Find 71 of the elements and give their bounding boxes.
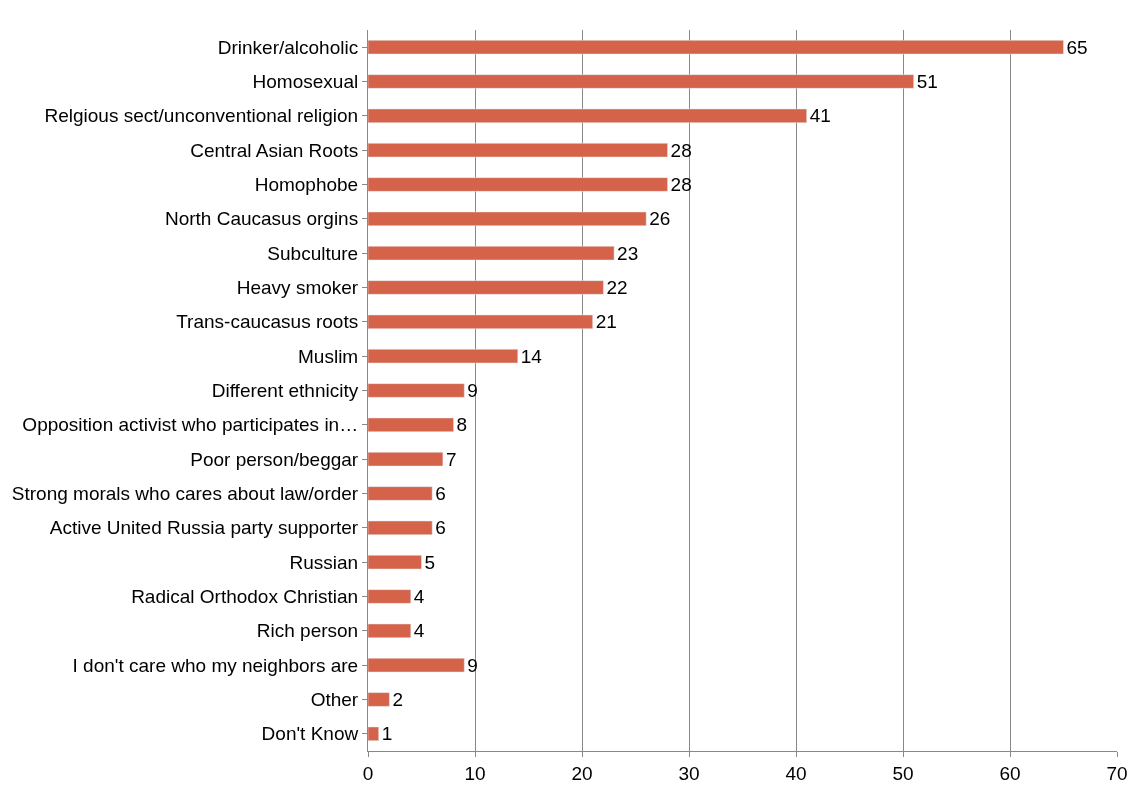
y-tick-label: Don't Know <box>261 723 359 745</box>
data-label: 7 <box>445 448 457 470</box>
bar <box>368 314 593 329</box>
bar <box>368 623 412 638</box>
data-label: 5 <box>424 551 436 573</box>
bar <box>368 555 422 570</box>
x-tick-label: 30 <box>678 762 700 784</box>
data-label: 41 <box>809 105 831 127</box>
x-tick-label: 50 <box>892 762 914 784</box>
bar <box>368 726 379 741</box>
bar <box>368 246 615 261</box>
bar <box>368 349 519 364</box>
y-tick-label: Subculture <box>267 242 359 264</box>
data-label: 2 <box>392 689 403 710</box>
x-tick-label: 40 <box>785 762 807 784</box>
data-label: 9 <box>467 380 478 401</box>
bar <box>368 211 647 226</box>
y-tick-label: Different ethnicity <box>211 380 359 402</box>
y-tick-label: Poor person/beggar <box>190 448 359 470</box>
x-tick-label: 0 <box>362 762 374 784</box>
y-tick-label: Heavy smoker <box>236 277 359 299</box>
data-label: 21 <box>595 311 617 333</box>
y-tick-label: Muslim <box>298 345 359 367</box>
bar <box>368 74 914 89</box>
y-tick-label: Strong morals who cares about law/order <box>11 483 359 505</box>
y-tick-label: Opposition activist who participates in… <box>22 414 359 436</box>
y-tick-label: Other <box>310 689 359 711</box>
y-tick-label: Homosexual <box>252 71 359 93</box>
data-label: 6 <box>435 483 446 504</box>
bar <box>368 108 807 123</box>
y-tick-label: Drinker/alcoholic <box>217 36 359 58</box>
bar <box>368 486 433 501</box>
bar <box>368 589 412 604</box>
y-tick-label: Russian <box>289 551 359 573</box>
bar <box>368 520 433 535</box>
bar <box>368 280 604 295</box>
x-tick-label: 60 <box>999 762 1021 784</box>
bar <box>368 383 465 398</box>
bar <box>368 143 668 158</box>
data-label: 23 <box>617 242 639 264</box>
data-label: 65 <box>1066 36 1088 58</box>
bar <box>368 692 390 707</box>
data-label: 51 <box>916 71 938 92</box>
data-label: 26 <box>649 208 671 230</box>
data-label: 4 <box>413 586 425 607</box>
y-tick-label: Central Asian Roots <box>190 139 359 161</box>
bar <box>368 452 444 467</box>
y-tick-label: Rich person <box>256 620 359 642</box>
x-tick-label: 20 <box>571 762 593 784</box>
data-label: 22 <box>606 277 628 298</box>
data-label: 9 <box>467 654 478 676</box>
data-label: 28 <box>670 174 692 195</box>
data-label: 14 <box>520 345 543 367</box>
y-tick-label: Active United Russia party supporter <box>49 517 359 539</box>
data-label: 1 <box>381 723 393 745</box>
y-tick-label: Homophobe <box>254 174 359 196</box>
data-label: 28 <box>670 139 692 161</box>
y-tick-label: Radical Orthodox Christian <box>131 586 359 608</box>
x-tick-label: 70 <box>1106 762 1128 784</box>
bar <box>368 40 1064 55</box>
y-tick-label: Trans-caucasus roots <box>176 311 359 333</box>
y-tick-label: North Caucasus orgins <box>164 208 359 230</box>
data-label: 6 <box>435 517 446 539</box>
y-tick-label: I don't care who my neighbors are <box>72 654 359 676</box>
y-tick-label: Relgious sect/unconventional religion <box>44 105 359 127</box>
data-label: 8 <box>456 414 468 436</box>
x-tick-label: 10 <box>464 762 486 784</box>
data-label: 4 <box>413 620 425 642</box>
bar <box>368 417 454 432</box>
bar <box>368 177 668 192</box>
bar <box>368 658 465 673</box>
